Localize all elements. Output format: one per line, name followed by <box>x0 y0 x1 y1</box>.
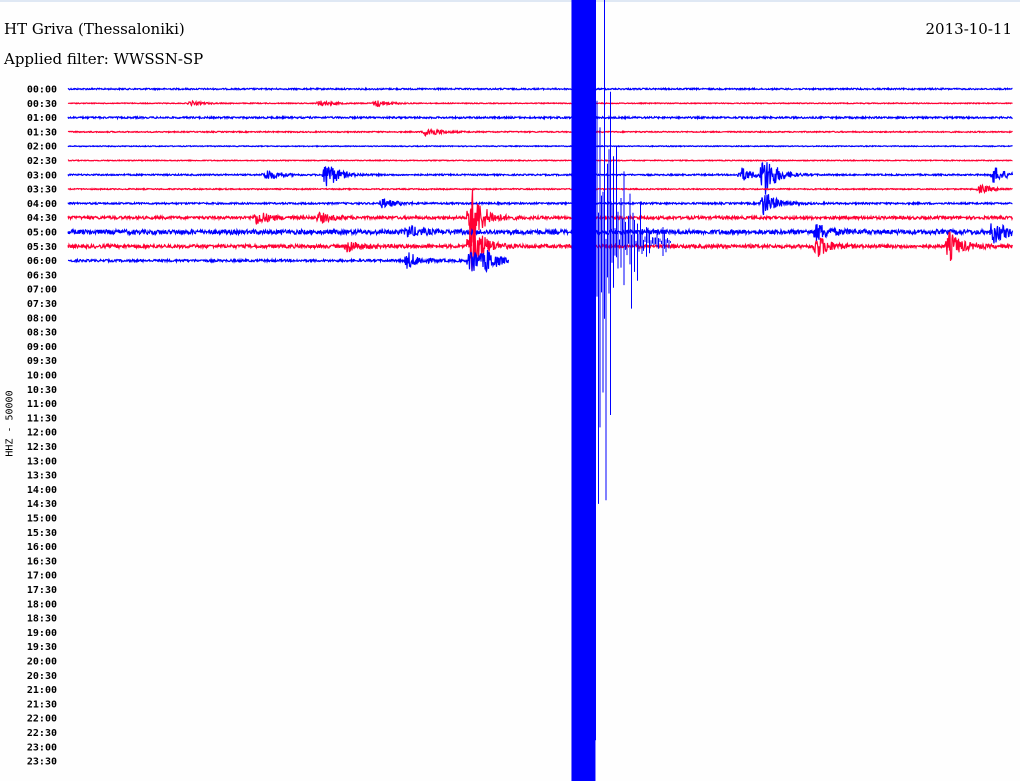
row-label: 22:00 <box>27 714 57 725</box>
row-label: 20:00 <box>27 657 57 668</box>
earthquake-coda <box>595 0 671 741</box>
row-label: 08:00 <box>27 313 57 324</box>
row-label: 10:00 <box>27 371 57 382</box>
row-label: 05:00 <box>27 228 57 239</box>
row-label: 23:30 <box>27 757 57 768</box>
row-label: 14:00 <box>27 485 57 496</box>
row-label: 21:00 <box>27 685 57 696</box>
row-label: 06:30 <box>27 270 57 281</box>
row-label: 06:00 <box>27 256 57 267</box>
row-label: 12:00 <box>27 428 57 439</box>
row-label: 00:30 <box>27 99 57 110</box>
row-label: 03:30 <box>27 185 57 196</box>
row-label: 10:30 <box>27 385 57 396</box>
row-label: 15:30 <box>27 528 57 539</box>
row-label: 08:30 <box>27 328 57 339</box>
trace-04:30 <box>67 189 1014 247</box>
row-label: 09:00 <box>27 342 57 353</box>
row-label: 07:00 <box>27 285 57 296</box>
row-label: 18:00 <box>27 599 57 610</box>
trace-00:00 <box>67 86 1013 92</box>
row-label: 23:00 <box>27 742 57 753</box>
trace-03:30 <box>67 183 1013 195</box>
trace-01:00 <box>67 114 1013 121</box>
row-label: 13:00 <box>27 456 57 467</box>
row-label: 16:00 <box>27 542 57 553</box>
row-label: 01:30 <box>27 127 57 138</box>
row-label: 11:00 <box>27 399 57 410</box>
row-label: 00:00 <box>27 85 57 96</box>
row-label: 15:00 <box>27 514 57 525</box>
trace-06:00 <box>67 249 510 273</box>
row-label: 21:30 <box>27 699 57 710</box>
row-label: 02:30 <box>27 156 57 167</box>
row-label: 17:30 <box>27 585 57 596</box>
row-label: 11:30 <box>27 413 57 424</box>
row-label: 16:30 <box>27 556 57 567</box>
trace-02:30 <box>67 158 1013 163</box>
row-label: 19:00 <box>27 628 57 639</box>
top-strip <box>0 0 1020 2</box>
earthquake-signal <box>571 0 596 781</box>
row-label: 04:30 <box>27 213 57 224</box>
row-label: 09:30 <box>27 356 57 367</box>
trace-04:00 <box>67 194 1013 216</box>
row-label: 05:30 <box>27 242 57 253</box>
trace-05:00 <box>67 223 1014 244</box>
trace-03:00 <box>67 162 1014 195</box>
filter-label: Applied filter: WWSSN-SP <box>4 50 204 68</box>
row-label: 18:30 <box>27 614 57 625</box>
trace-02:00 <box>67 144 1013 148</box>
row-label: 22:30 <box>27 728 57 739</box>
row-label: 13:30 <box>27 471 57 482</box>
station-title: HT Griva (Thessaloniki) <box>4 20 185 38</box>
trace-05:30 <box>67 224 1014 271</box>
row-label: 04:00 <box>27 199 57 210</box>
row-label: 19:30 <box>27 642 57 653</box>
row-label: 02:00 <box>27 142 57 153</box>
row-label: 14:30 <box>27 499 57 510</box>
row-label: 20:30 <box>27 671 57 682</box>
date-label: 2013-10-11 <box>925 20 1012 38</box>
row-label: 07:30 <box>27 299 57 310</box>
trace-01:30 <box>67 127 1013 137</box>
row-label: 01:00 <box>27 113 57 124</box>
row-label: 17:00 <box>27 571 57 582</box>
row-label: 12:30 <box>27 442 57 453</box>
row-label: 03:00 <box>27 170 57 181</box>
trace-00:30 <box>67 99 1013 108</box>
